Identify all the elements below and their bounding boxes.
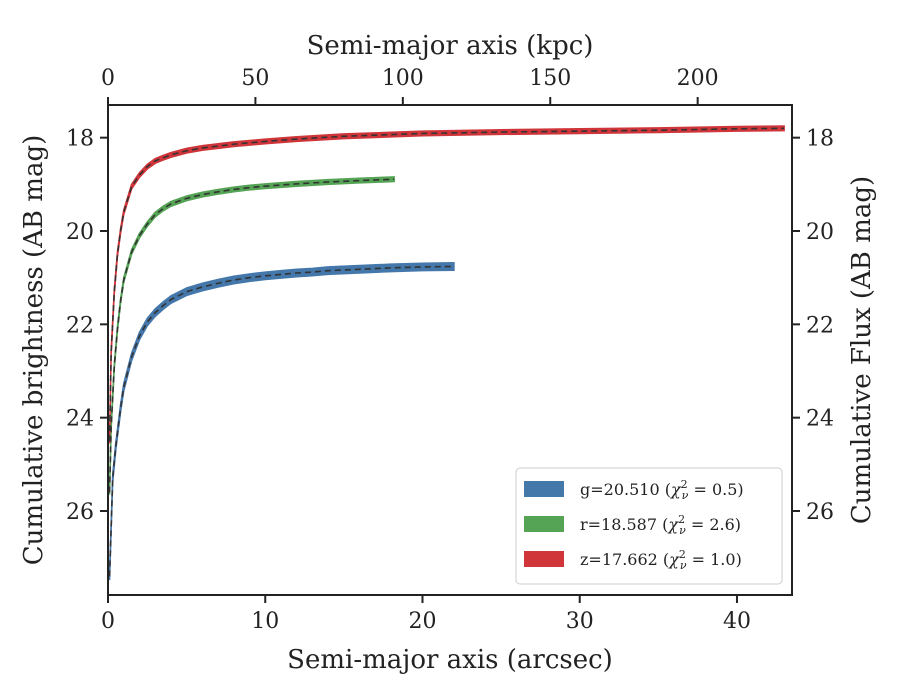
x-tick-label-4: 40 <box>723 609 751 634</box>
x2-tick-label-4: 200 <box>677 66 719 91</box>
y2-tick-label-4: 26 <box>806 500 834 525</box>
y-tick-label-0: 18 <box>66 127 94 152</box>
y-tick-label-1: 20 <box>66 220 94 245</box>
x-axis-title: Semi-major axis (arcsec) <box>287 645 613 675</box>
y2-tick-label-0: 18 <box>806 127 834 152</box>
ticks-layer: 0 10 20 30 40 0 50 100 150 200 18 18 20 20 22 22 24 24 26 2… <box>66 66 834 634</box>
legend: g=20.510 (χ2 ν = 0.5) r=18.587 (χ2 ν = 2.6)… <box>515 467 783 585</box>
series-model-line-2 <box>108 127 785 442</box>
x2-tick-label-3: 150 <box>529 66 571 91</box>
legend-swatch-1 <box>524 516 564 532</box>
series-band-1 <box>108 176 395 495</box>
series-band-0 <box>108 261 455 581</box>
x-tick-label-0: 0 <box>101 609 115 634</box>
y-axis-title: Cumulative brightness (AB mag) <box>19 135 49 566</box>
legend-frame <box>515 467 783 585</box>
axes-layer <box>107 104 793 596</box>
legend-swatch-0 <box>524 481 564 497</box>
legend-label-2: z=17.662 (χ2 ν = 1.0) <box>580 548 742 572</box>
x-tick-label-1: 10 <box>251 609 279 634</box>
legend-label-1: r=18.587 (χ2 ν = 2.6) <box>580 513 741 537</box>
plot-frame <box>107 104 793 596</box>
y-tick-label-4: 26 <box>66 500 94 525</box>
series-model-line-1 <box>108 178 395 493</box>
legend-label-0: g=20.510 (χ2 ν = 0.5) <box>580 478 744 502</box>
legend-swatch-2 <box>524 551 564 567</box>
y2-axis-title: Cumulative Flux (AB mag) <box>847 176 877 524</box>
plot-layer <box>108 125 785 581</box>
y2-tick-label-2: 22 <box>806 313 834 338</box>
x2-axis-title: Semi-major axis (kpc) <box>307 31 594 61</box>
x-tick-label-3: 30 <box>566 609 594 634</box>
series-model-line-0 <box>108 265 454 577</box>
y-tick-label-3: 24 <box>66 407 94 432</box>
y-tick-label-2: 22 <box>66 313 94 338</box>
y2-tick-label-1: 20 <box>806 220 834 245</box>
x2-tick-label-0: 0 <box>101 66 115 91</box>
y2-tick-label-3: 24 <box>806 407 834 432</box>
x-tick-label-2: 20 <box>408 609 436 634</box>
series-band-2 <box>108 125 785 444</box>
x2-tick-label-2: 100 <box>382 66 424 91</box>
x2-tick-label-1: 50 <box>241 66 269 91</box>
